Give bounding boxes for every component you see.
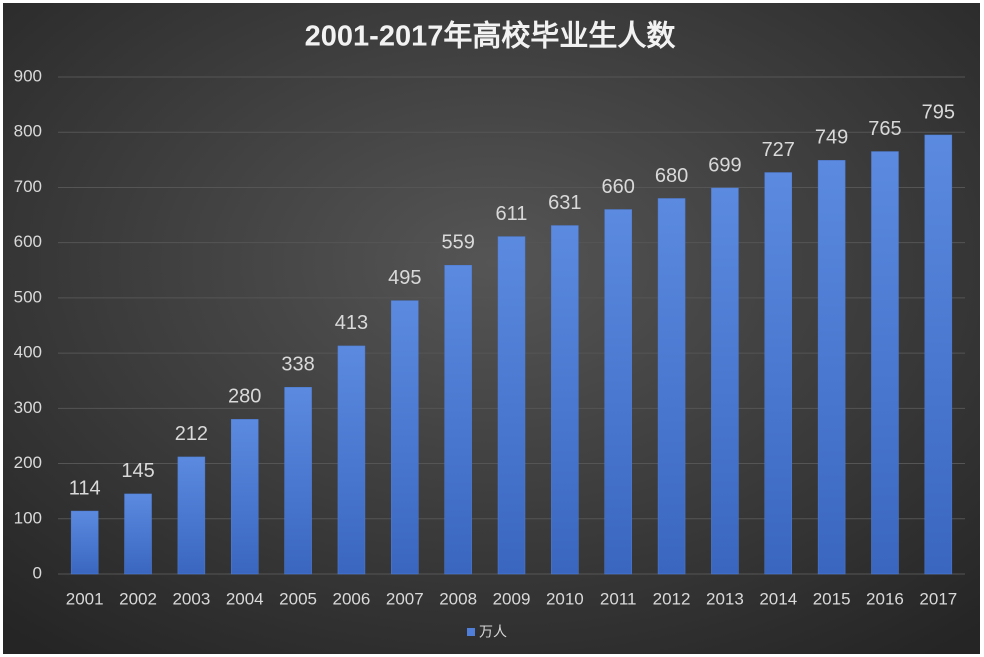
y-tick-label: 300 <box>14 398 42 417</box>
y-tick-label: 900 <box>14 66 42 85</box>
bar <box>284 387 312 575</box>
y-tick-label: 500 <box>14 287 42 306</box>
data-label: 559 <box>441 232 474 254</box>
x-tick-label: 2005 <box>279 589 317 608</box>
bar <box>230 419 259 575</box>
bar <box>444 265 472 575</box>
x-tick-label: 2006 <box>333 589 371 608</box>
data-label: 212 <box>175 423 208 445</box>
bar <box>764 172 793 575</box>
data-label: 660 <box>602 176 635 198</box>
bar <box>604 209 632 575</box>
data-label: 795 <box>922 101 955 123</box>
bar <box>497 236 526 575</box>
bar <box>657 198 686 575</box>
y-tick-label: 400 <box>14 343 42 362</box>
chart-title: 2001-2017年高校毕业生人数 <box>305 19 677 53</box>
x-tick-label: 2003 <box>172 589 210 608</box>
x-tick-label: 2007 <box>386 589 424 608</box>
x-tick-label: 2015 <box>813 589 851 608</box>
data-label: 413 <box>335 312 368 334</box>
y-tick-label: 100 <box>14 508 42 527</box>
x-tick-label: 2008 <box>439 589 477 608</box>
bar <box>711 187 739 575</box>
bar <box>871 151 899 575</box>
bar <box>124 493 152 575</box>
legend-label: 万人 <box>479 624 507 640</box>
y-tick-label: 200 <box>14 453 42 472</box>
data-label: 145 <box>121 460 154 482</box>
y-tick-label: 0 <box>33 563 42 582</box>
data-label: 611 <box>496 203 528 225</box>
x-tick-label: 2002 <box>119 589 157 608</box>
x-tick-label: 2001 <box>66 589 104 608</box>
x-tick-label: 2011 <box>600 589 637 608</box>
data-label: 699 <box>708 154 741 176</box>
data-label: 114 <box>69 477 101 499</box>
data-label: 727 <box>762 139 795 161</box>
data-label: 765 <box>868 118 901 140</box>
x-tick-label: 2004 <box>226 589 264 608</box>
data-label: 280 <box>228 386 261 408</box>
bar <box>551 225 579 575</box>
data-label: 631 <box>548 192 581 214</box>
x-tick-label: 2017 <box>919 589 957 608</box>
data-label: 749 <box>815 127 848 149</box>
x-tick-label: 2013 <box>706 589 744 608</box>
bar <box>177 456 206 575</box>
y-tick-label: 800 <box>14 122 42 141</box>
bar <box>337 345 366 575</box>
x-tick-label: 2016 <box>866 589 904 608</box>
y-tick-label: 600 <box>14 232 42 251</box>
x-tick-label: 2009 <box>493 589 531 608</box>
data-label: 680 <box>655 165 688 187</box>
legend-swatch <box>467 628 475 636</box>
x-tick-label: 2012 <box>653 589 691 608</box>
x-tick-label: 2014 <box>759 589 797 608</box>
bar <box>70 510 99 575</box>
data-label: 338 <box>281 354 314 376</box>
x-tick-label: 2010 <box>546 589 584 608</box>
background <box>3 3 980 654</box>
bar <box>924 134 953 575</box>
bar <box>391 300 419 575</box>
y-tick-label: 700 <box>14 177 42 196</box>
data-label: 495 <box>388 267 421 289</box>
bar <box>817 160 846 575</box>
